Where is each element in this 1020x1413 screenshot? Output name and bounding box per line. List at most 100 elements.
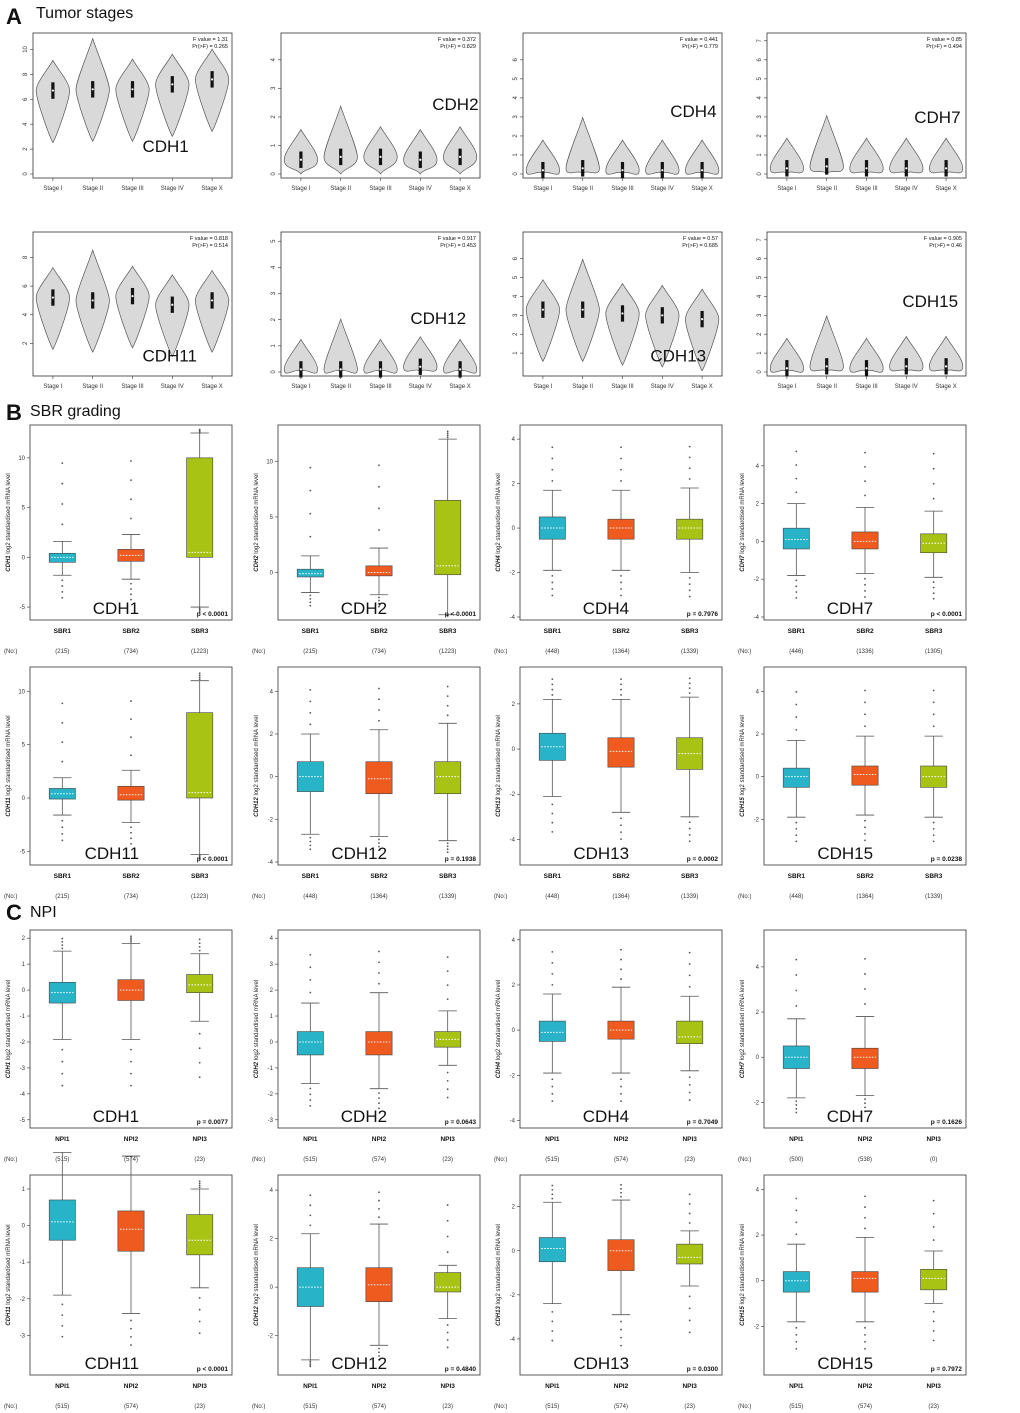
violin-median-point — [621, 312, 624, 315]
outlier-point — [688, 583, 691, 585]
y-tick-label: 4 — [270, 689, 274, 695]
outlier-point — [795, 1221, 798, 1224]
gene-label: CDH1 — [93, 599, 139, 618]
p-value: p = 0.7972 — [931, 1366, 963, 1373]
box-chart-B-CDH2: 0 5 10 CDH2 log2 standardised mRNA level SBR… — [252, 424, 481, 655]
y-axis-label-gene: CDH11 — [6, 1306, 12, 1326]
outlier-point — [551, 821, 554, 824]
outlier-point — [378, 719, 380, 722]
y-tick-label: -1 — [268, 1066, 274, 1072]
gene-label: CDH12 — [410, 309, 466, 328]
violin-median-point — [541, 308, 545, 311]
count-label: (1223) — [191, 649, 208, 655]
y-tick-label: 2 — [756, 502, 760, 508]
y-axis-label: CDH11 log2 standardised mRNA level — [6, 715, 12, 816]
y-axis-label: CDH7 log2 standardised mRNA level — [740, 980, 746, 1078]
y-tick-label: 4 — [513, 96, 519, 100]
violin-median-point — [945, 365, 948, 368]
y-tick-label: 2 — [23, 147, 29, 151]
violin-stage-i — [35, 59, 70, 144]
outlier-point — [932, 586, 935, 589]
outlier-point — [795, 477, 798, 480]
outlier-point — [198, 1184, 201, 1187]
outlier-point — [309, 535, 312, 538]
outlier-point — [446, 432, 449, 435]
violin-chart-CDH7: 0 1 2 3 4 5 6 7 Stage I Stage II Stage III Stage IV… — [757, 32, 967, 192]
outlier-point — [309, 688, 312, 691]
y-tick-label: 2 — [23, 341, 29, 345]
outlier-point — [130, 582, 132, 585]
outlier-point — [620, 1085, 622, 1088]
outlier-point — [198, 1332, 201, 1335]
count-label: (515) — [789, 1404, 803, 1410]
violin-median-point — [459, 368, 462, 371]
outlier-point — [551, 830, 554, 833]
outlier-point — [864, 713, 866, 716]
section-title-C: NPI — [30, 904, 57, 921]
outlier-point — [378, 849, 380, 852]
p-value: p = 0.0002 — [687, 856, 719, 863]
outlier-point — [688, 1331, 691, 1334]
n-label: (No:) — [252, 894, 265, 900]
outlier-point — [688, 478, 691, 480]
y-tick-label: -2 — [754, 817, 760, 823]
count-label: (23) — [442, 1157, 453, 1163]
p-value: p = 0.7976 — [687, 611, 719, 618]
x-tick-label: Stage IV — [651, 186, 674, 192]
outlier-point — [551, 1184, 554, 1187]
gene-label: CDH4 — [583, 599, 629, 618]
y-tick-label: 2 — [756, 732, 760, 738]
x-tick-label: SBR2 — [122, 628, 140, 635]
violin-median-point — [905, 365, 908, 368]
p-value: p < 0.0001 — [931, 611, 963, 618]
y-axis-label: CDH12 log2 standardised mRNA level — [254, 715, 260, 817]
violin-median-point — [945, 167, 948, 170]
box-chart-B-CDH15: -2 0 2 4 CDH15 log2 standardised mRNA level S… — [738, 666, 967, 900]
outlier-point — [198, 946, 201, 948]
box-npi1 — [538, 1237, 566, 1263]
outlier-point — [446, 1204, 449, 1206]
outlier-point — [551, 1092, 554, 1095]
outlier-point — [61, 482, 64, 485]
count-label: (1364) — [612, 894, 629, 900]
outlier-point — [688, 1203, 691, 1205]
x-tick-label: Stage I — [43, 186, 62, 192]
box-chart-C-CDH7: -2 0 2 4 CDH7 log2 standardised mRNA level NP… — [738, 929, 967, 1163]
outlier-point — [620, 678, 622, 681]
outlier-point — [864, 1206, 866, 1208]
outlier-point — [795, 827, 798, 830]
y-axis-label-gene: CDH1 — [6, 1061, 12, 1078]
box-npi1 — [538, 1020, 566, 1042]
outlier-point — [688, 687, 691, 690]
violin-median-point — [171, 83, 174, 86]
x-tick-label: Stage IV — [161, 384, 184, 390]
outlier-point — [795, 1209, 798, 1212]
x-tick-label: Stage X — [201, 384, 222, 390]
outlier-point — [378, 596, 380, 599]
outlier-point — [130, 842, 132, 845]
section-title-A: Tumor stages — [36, 5, 133, 22]
outlier-point — [688, 1307, 691, 1310]
outlier-point — [378, 599, 380, 602]
x-tick-label: NPI2 — [372, 1136, 387, 1143]
outlier-point — [198, 1032, 201, 1035]
section-letter-B: B — [6, 400, 22, 425]
outlier-point — [378, 1191, 380, 1194]
outlier-point — [620, 824, 622, 827]
outlier-point — [309, 1365, 312, 1368]
count-label: (0) — [930, 1157, 937, 1163]
outlier-point — [932, 701, 935, 704]
violin-chart-CDH12: 0 1 2 3 4 5 Stage I Stage II Stage III Stage IV St… — [271, 231, 481, 390]
p-value: p = 0.1626 — [931, 1119, 963, 1126]
outlier-point — [309, 723, 312, 726]
outlier-point — [130, 1335, 132, 1338]
outlier-point — [551, 581, 554, 584]
violin-stage-i — [525, 279, 560, 363]
x-tick-label: Stage III — [855, 384, 878, 390]
box-sbr3 — [434, 761, 462, 795]
y-axis-label: CDH2 log2 standardised mRNA level — [254, 473, 260, 571]
outlier-point — [864, 590, 866, 592]
y-tick-label: -3 — [20, 1066, 26, 1072]
box-npi2 — [117, 979, 145, 1001]
n-label: (No:) — [4, 894, 17, 900]
